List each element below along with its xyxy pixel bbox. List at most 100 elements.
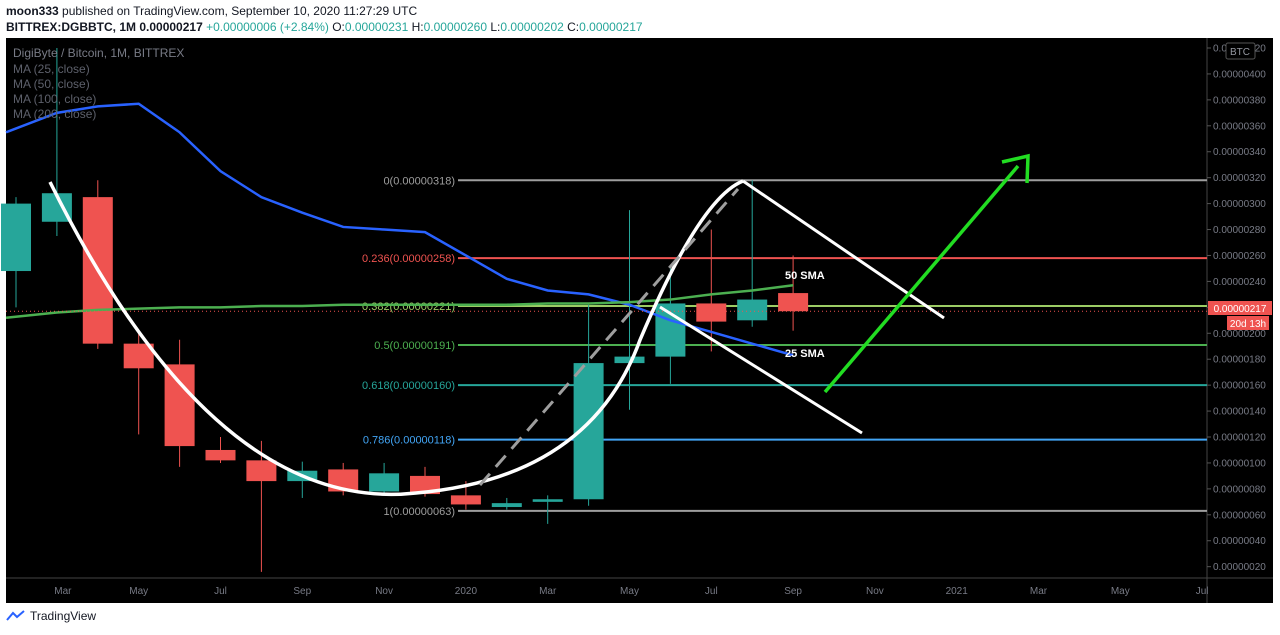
x-tick-label: Jul xyxy=(214,586,227,597)
low-label: L: xyxy=(490,20,501,34)
legend-ma200[interactable]: MA (200, close) xyxy=(13,107,96,121)
candle-body xyxy=(450,495,481,505)
last-price: 0.00000217 xyxy=(139,20,203,34)
ma25-line xyxy=(5,102,794,357)
close-value: 0.00000217 xyxy=(579,20,643,34)
flag-lower-line[interactable] xyxy=(659,305,863,435)
countdown-value: 20d 13h xyxy=(1230,319,1266,330)
ohlc-line: BITTREX:DGBBTC, 1M 0.00000217 +0.0000000… xyxy=(6,20,643,34)
x-axis-ticks: Mar May Jul Sep Nov 2020 Mar May Jul Sep Nov 2021 Ma… xyxy=(54,586,1208,597)
price-tag-value: 0.00000217 xyxy=(1214,304,1267,315)
candle-body xyxy=(205,449,236,461)
candle-body xyxy=(491,503,522,508)
x-tick-label: Sep xyxy=(784,586,802,597)
price-chart[interactable]: 0(0.00000318) 0.236(0.00000258) 0.382(0.00… xyxy=(0,38,1280,603)
y-tick-label: 0.00000280 xyxy=(1213,225,1266,236)
fib-level-label: 0.236(0.00000258) xyxy=(362,253,455,265)
y-tick-label: 0.00000260 xyxy=(1213,251,1266,262)
legend-ma100[interactable]: MA (100, close) xyxy=(13,92,96,106)
y-tick-label: 0.00000120 xyxy=(1213,433,1266,444)
legend-title: DigiByte / Bitcoin, 1M, BITTREX xyxy=(13,46,184,60)
price-tag-bg xyxy=(1208,301,1272,315)
countdown-bg xyxy=(1227,316,1269,330)
candle-body xyxy=(1,203,31,272)
drawings[interactable]: 50 SMA 25 SMA xyxy=(48,153,1030,496)
y-tick-label: 0.00000360 xyxy=(1213,121,1266,132)
fib-level-label: 0(0.00000318) xyxy=(383,175,455,187)
footer[interactable]: TradingView xyxy=(6,609,96,623)
fib-level-label: 0.618(0.00000160) xyxy=(362,380,455,392)
x-tick-label: Nov xyxy=(375,586,393,597)
flag-upper-line[interactable] xyxy=(742,179,945,320)
x-tick-label: May xyxy=(129,586,148,597)
x-tick-label: Jul xyxy=(705,586,718,597)
footer-brand: TradingView xyxy=(30,609,97,623)
currency-badge[interactable] xyxy=(1225,42,1256,60)
x-tick-label: May xyxy=(1111,586,1130,597)
green-arrow-head-icon xyxy=(1001,153,1030,184)
low-value: 0.00000202 xyxy=(500,20,564,34)
y-tick-label: 0.00000380 xyxy=(1213,95,1266,106)
moving-averages xyxy=(5,102,1207,357)
dashed-trendline[interactable] xyxy=(478,188,740,486)
open-value: 0.00000231 xyxy=(344,20,409,34)
x-tick-label: 2020 xyxy=(455,586,478,597)
fib-level-label: 0.382(0.00000221) xyxy=(362,301,455,313)
x-tick-label: Mar xyxy=(539,586,557,597)
high-value: 0.00000260 xyxy=(423,20,488,34)
candles xyxy=(1,48,809,572)
symbol-label: BITTREX:DGBBTC, 1M xyxy=(6,20,136,34)
green-arrow-shaft[interactable] xyxy=(823,164,1020,394)
time-axis[interactable] xyxy=(6,578,1273,603)
y-tick-label: 0.00000300 xyxy=(1213,199,1266,210)
candle-body xyxy=(164,364,195,447)
x-tick-label: Jul xyxy=(1196,586,1209,597)
x-tick-label: Sep xyxy=(293,586,311,597)
y-tick-label: 0.00000400 xyxy=(1213,69,1266,80)
fib-level-label: 0.786(0.00000118) xyxy=(363,435,455,447)
chart-legend[interactable]: DigiByte / Bitcoin, 1M, BITTREX MA (25, … xyxy=(13,46,184,121)
cup-curve[interactable] xyxy=(48,179,744,496)
candle-body xyxy=(246,460,277,482)
y-tick-label: 0.00000140 xyxy=(1213,407,1266,418)
x-tick-label: May xyxy=(620,586,639,597)
y-tick-label: 0.00000340 xyxy=(1213,147,1266,158)
y-tick-label: 0.00000100 xyxy=(1213,458,1266,469)
candle-body xyxy=(778,293,809,312)
legend-ma25[interactable]: MA (25, close) xyxy=(13,62,90,76)
y-tick-label: 0.00000320 xyxy=(1213,173,1266,184)
close-label: C: xyxy=(567,20,580,34)
y-tick-label: 0.00000180 xyxy=(1213,355,1266,366)
author-name[interactable]: moon333 xyxy=(6,4,59,18)
price-change: +0.00000006 (+2.84%) xyxy=(206,20,329,34)
tradingview-logo-icon xyxy=(6,610,25,621)
y-tick-label: 0.00000200 xyxy=(1213,329,1266,340)
candle-body xyxy=(614,356,645,364)
x-tick-label: Nov xyxy=(866,586,884,597)
sma25-annotation: 25 SMA xyxy=(785,348,825,360)
sma50-annotation: 50 SMA xyxy=(785,270,825,282)
y-tick-label: 0.00000060 xyxy=(1213,510,1266,521)
x-tick-label: Mar xyxy=(54,586,72,597)
candle-body xyxy=(737,299,768,321)
y-tick-label: 0.00000240 xyxy=(1213,277,1266,288)
last-price-tag: 0.00000217 20d 13h xyxy=(1208,301,1272,330)
y-tick-label: 0.00000160 xyxy=(1213,381,1266,392)
legend-ma50[interactable]: MA (50, close) xyxy=(13,77,90,91)
currency-label: BTC xyxy=(1230,47,1250,58)
fib-level-label: 1(0.00000063) xyxy=(383,506,455,518)
y-tick-label: 0.00000080 xyxy=(1213,484,1266,495)
x-tick-label: 2021 xyxy=(946,586,969,597)
ma50-line xyxy=(5,284,794,319)
y-tick-label: 0.00000020 xyxy=(1213,562,1266,573)
x-tick-label: Mar xyxy=(1030,586,1048,597)
open-label: O: xyxy=(332,20,345,34)
high-label: H: xyxy=(411,20,424,34)
candle-body xyxy=(532,499,563,502)
fib-retracement[interactable]: 0(0.00000318) 0.236(0.00000258) 0.382(0.00… xyxy=(362,175,1207,518)
y-tick-label: 0.00000040 xyxy=(1213,536,1266,547)
candle-body xyxy=(696,303,727,322)
publish-line: moon333 published on TradingView.com, Se… xyxy=(6,4,417,18)
publish-info: published on TradingView.com, September … xyxy=(62,4,418,18)
fib-level-label: 0.5(0.00000191) xyxy=(374,340,455,352)
